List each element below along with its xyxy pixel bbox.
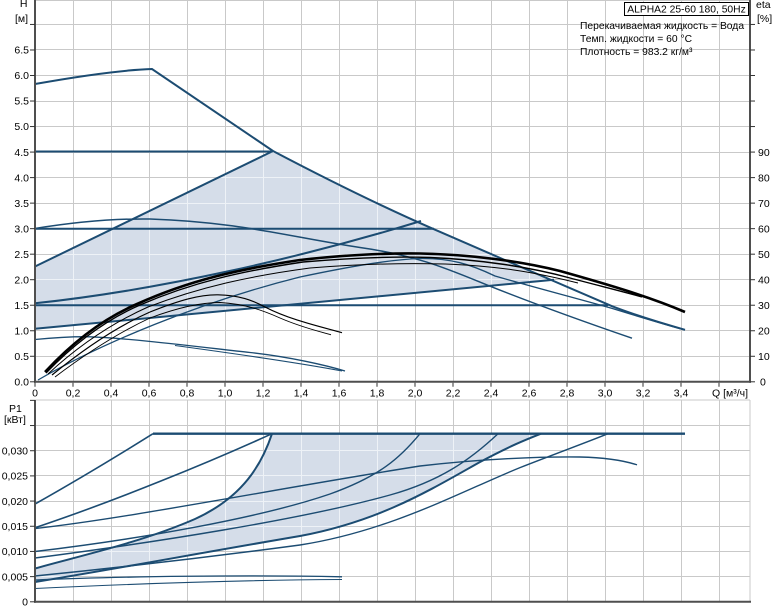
svg-text:eta: eta <box>756 0 771 11</box>
svg-text:1,8: 1,8 <box>370 388 385 400</box>
svg-text:6.5: 6.5 <box>14 45 29 57</box>
svg-text:3,4: 3,4 <box>674 388 689 400</box>
svg-text:2.5: 2.5 <box>14 249 29 261</box>
svg-text:2.0: 2.0 <box>14 274 29 286</box>
svg-text:Q [м³/ч]: Q [м³/ч] <box>712 388 748 400</box>
svg-text:1.0: 1.0 <box>14 325 29 337</box>
svg-text:3,2: 3,2 <box>636 388 651 400</box>
svg-text:Темп. жидкости = 60 °C: Темп. жидкости = 60 °C <box>580 34 693 45</box>
svg-text:40: 40 <box>758 274 770 286</box>
svg-text:30: 30 <box>758 300 770 312</box>
svg-text:0,6: 0,6 <box>142 388 157 400</box>
svg-text:0.5: 0.5 <box>14 351 29 363</box>
svg-text:ALPHA2 25-60 180, 50Hz: ALPHA2 25-60 180, 50Hz <box>627 5 746 16</box>
svg-text:2,0: 2,0 <box>408 388 423 400</box>
svg-text:0,005: 0,005 <box>2 571 28 583</box>
svg-text:4.0: 4.0 <box>14 172 29 184</box>
svg-text:[%]: [%] <box>757 13 772 25</box>
svg-text:0,2: 0,2 <box>66 388 81 400</box>
svg-text:6.0: 6.0 <box>14 70 29 82</box>
svg-text:[м]: [м] <box>15 13 28 25</box>
svg-text:2,8: 2,8 <box>560 388 575 400</box>
svg-text:0,030: 0,030 <box>2 445 28 457</box>
svg-text:0.0: 0.0 <box>14 377 29 389</box>
svg-text:H: H <box>20 0 28 10</box>
svg-text:1,4: 1,4 <box>294 388 309 400</box>
svg-text:20: 20 <box>758 325 770 337</box>
svg-text:60: 60 <box>758 223 770 235</box>
svg-text:0,4: 0,4 <box>104 388 119 400</box>
svg-text:70: 70 <box>758 198 770 210</box>
svg-text:5.5: 5.5 <box>14 96 29 108</box>
svg-text:2,4: 2,4 <box>484 388 499 400</box>
svg-text:2,2: 2,2 <box>446 388 461 400</box>
svg-text:0,010: 0,010 <box>2 546 28 558</box>
svg-text:90: 90 <box>758 147 770 159</box>
svg-text:1.5: 1.5 <box>14 300 29 312</box>
svg-text:Плотность = 983.2 кг/м³: Плотность = 983.2 кг/м³ <box>580 47 693 58</box>
svg-text:1,0: 1,0 <box>218 388 233 400</box>
svg-text:50: 50 <box>758 249 770 261</box>
svg-text:Перекачиваемая жидкость = Вода: Перекачиваемая жидкость = Вода <box>580 21 744 32</box>
svg-text:1,6: 1,6 <box>332 388 347 400</box>
svg-text:0,025: 0,025 <box>2 471 28 483</box>
svg-text:0: 0 <box>22 597 28 609</box>
svg-text:3,0: 3,0 <box>598 388 613 400</box>
svg-text:0,8: 0,8 <box>180 388 195 400</box>
svg-text:2,6: 2,6 <box>522 388 537 400</box>
svg-text:80: 80 <box>758 172 770 184</box>
svg-text:P1: P1 <box>9 403 22 415</box>
svg-text:0,015: 0,015 <box>2 521 28 533</box>
svg-text:0: 0 <box>760 377 766 389</box>
svg-text:3.5: 3.5 <box>14 198 29 210</box>
svg-text:5.0: 5.0 <box>14 121 29 133</box>
svg-text:3.0: 3.0 <box>14 223 29 235</box>
svg-text:1,2: 1,2 <box>256 388 271 400</box>
svg-text:0,020: 0,020 <box>2 496 28 508</box>
svg-text:0: 0 <box>32 388 38 400</box>
svg-text:4.5: 4.5 <box>14 147 29 159</box>
svg-text:10: 10 <box>758 351 770 363</box>
svg-text:[кВт]: [кВт] <box>4 414 26 426</box>
